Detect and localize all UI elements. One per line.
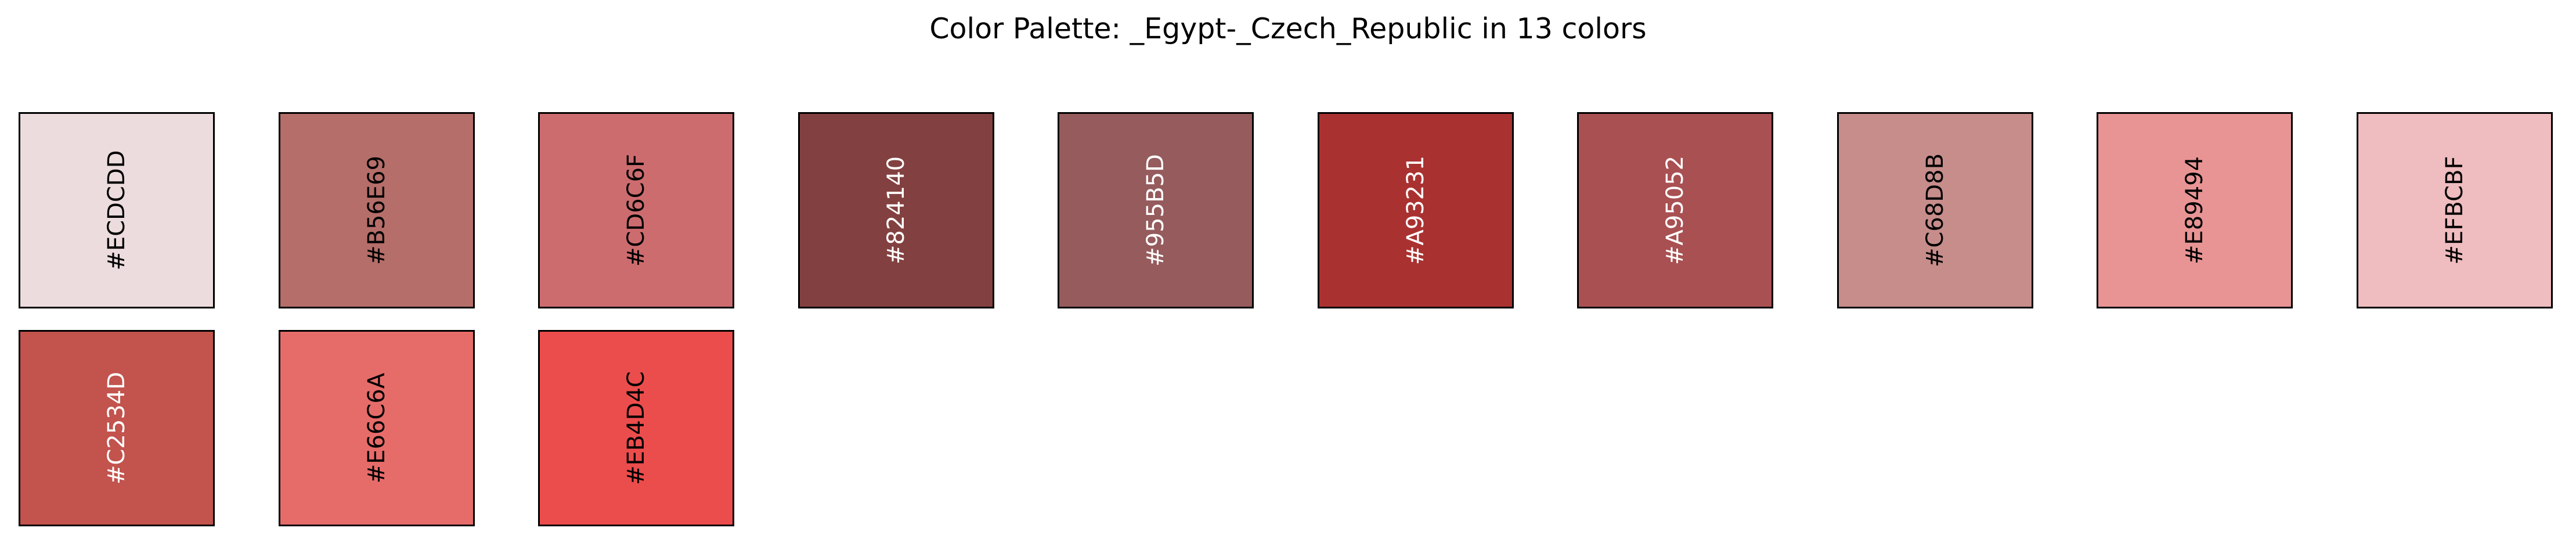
swatch-hex-label: #ECDCDD: [103, 150, 130, 271]
color-swatch: #955B5D: [1058, 112, 1254, 308]
color-swatch: #C2534D: [19, 330, 215, 526]
swatch-hex-label: #E89494: [2181, 156, 2208, 265]
color-swatch: #A93231: [1318, 112, 1514, 308]
color-swatch: #ECDCDD: [19, 112, 215, 308]
color-swatch: #CD6C6F: [538, 112, 734, 308]
swatch-hex-label: #C68D8B: [1922, 153, 1949, 268]
swatch-hex-label: #CD6C6F: [623, 153, 650, 267]
swatch-hex-label: #EB4D4C: [623, 371, 650, 485]
swatch-hex-label: #EFBCBF: [2441, 156, 2468, 265]
palette-title: Color Palette: _Egypt-_Czech_Republic in…: [929, 12, 1647, 45]
color-swatch: #824140: [798, 112, 994, 308]
color-swatch: #E66C6A: [279, 330, 475, 526]
swatch-hex-label: #C2534D: [103, 371, 130, 485]
color-swatch: #B56E69: [279, 112, 475, 308]
color-swatch: #EFBCBF: [2357, 112, 2553, 308]
swatch-hex-label: #955B5D: [1142, 154, 1169, 267]
swatch-hex-label: #E66C6A: [363, 372, 390, 484]
color-swatch: #C68D8B: [1837, 112, 2033, 308]
color-swatch: #EB4D4C: [538, 330, 734, 526]
color-swatch: #E89494: [2097, 112, 2293, 308]
color-swatch: #A95052: [1577, 112, 1773, 308]
swatch-hex-label: #A93231: [1402, 155, 1429, 265]
swatch-hex-label: #A95052: [1662, 155, 1689, 265]
swatch-hex-label: #824140: [883, 156, 910, 265]
swatch-hex-label: #B56E69: [363, 155, 390, 265]
